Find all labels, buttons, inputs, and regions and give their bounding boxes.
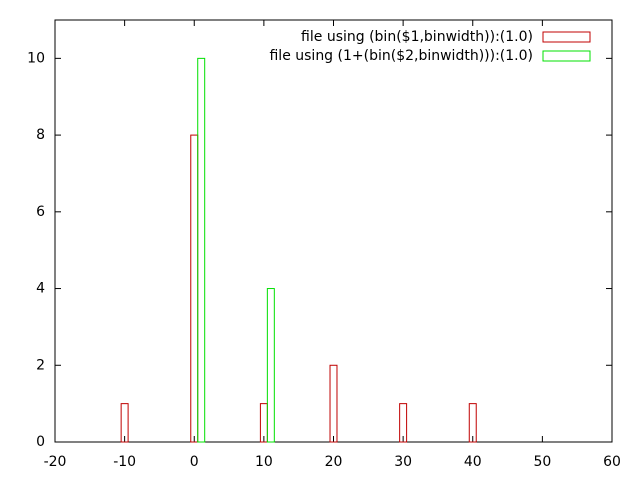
bar bbox=[468, 403, 477, 443]
x-tick-label: 30 bbox=[394, 454, 412, 470]
x-tick-label: -10 bbox=[113, 454, 136, 470]
x-tick-label: 10 bbox=[255, 454, 273, 470]
legend-swatch bbox=[542, 50, 591, 62]
x-tick-label: 60 bbox=[603, 454, 621, 470]
x-tick-label: 0 bbox=[190, 454, 199, 470]
plot-frame bbox=[54, 19, 613, 443]
legend-swatch bbox=[542, 31, 591, 43]
y-tick-label: 4 bbox=[36, 281, 45, 297]
bar bbox=[120, 403, 129, 443]
x-tick-label: -20 bbox=[44, 454, 67, 470]
legend-label: file using (bin($1,binwidth)):(1.0) bbox=[301, 29, 533, 45]
y-tick-label: 6 bbox=[36, 204, 45, 220]
bar bbox=[329, 364, 338, 443]
y-tick-label: 2 bbox=[36, 357, 45, 373]
x-tick-label: 20 bbox=[325, 454, 343, 470]
bar bbox=[190, 134, 199, 443]
legend-label: file using (1+(bin($2,binwidth))):(1.0) bbox=[269, 48, 533, 64]
bar bbox=[266, 288, 275, 443]
x-tick-label: 50 bbox=[533, 454, 551, 470]
bar bbox=[197, 57, 206, 443]
x-tick-label: 40 bbox=[464, 454, 482, 470]
y-tick-label: 10 bbox=[27, 50, 45, 66]
y-tick-label: 8 bbox=[36, 127, 45, 143]
y-tick-label: 0 bbox=[36, 434, 45, 450]
bar bbox=[399, 403, 408, 443]
